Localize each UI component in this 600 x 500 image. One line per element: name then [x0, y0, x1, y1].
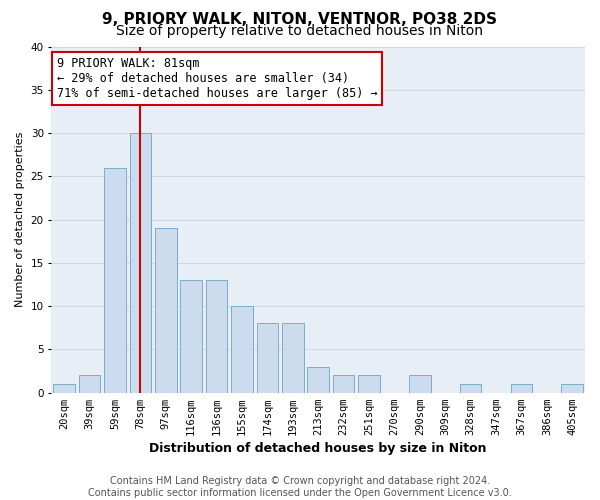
Bar — [358, 376, 380, 392]
Bar — [257, 324, 278, 392]
Bar — [409, 376, 431, 392]
Bar — [104, 168, 126, 392]
Bar — [460, 384, 481, 392]
Y-axis label: Number of detached properties: Number of detached properties — [15, 132, 25, 308]
Bar — [79, 376, 100, 392]
Bar — [333, 376, 355, 392]
Bar — [181, 280, 202, 392]
Text: 9 PRIORY WALK: 81sqm
← 29% of detached houses are smaller (34)
71% of semi-detac: 9 PRIORY WALK: 81sqm ← 29% of detached h… — [57, 57, 377, 100]
Bar — [562, 384, 583, 392]
Bar — [155, 228, 176, 392]
Bar — [511, 384, 532, 392]
Text: 9, PRIORY WALK, NITON, VENTNOR, PO38 2DS: 9, PRIORY WALK, NITON, VENTNOR, PO38 2DS — [103, 12, 497, 28]
X-axis label: Distribution of detached houses by size in Niton: Distribution of detached houses by size … — [149, 442, 487, 455]
Bar — [231, 306, 253, 392]
Text: Contains HM Land Registry data © Crown copyright and database right 2024.
Contai: Contains HM Land Registry data © Crown c… — [88, 476, 512, 498]
Bar — [53, 384, 75, 392]
Bar — [206, 280, 227, 392]
Bar — [307, 366, 329, 392]
Text: Size of property relative to detached houses in Niton: Size of property relative to detached ho… — [116, 24, 484, 38]
Bar — [130, 133, 151, 392]
Bar — [282, 324, 304, 392]
